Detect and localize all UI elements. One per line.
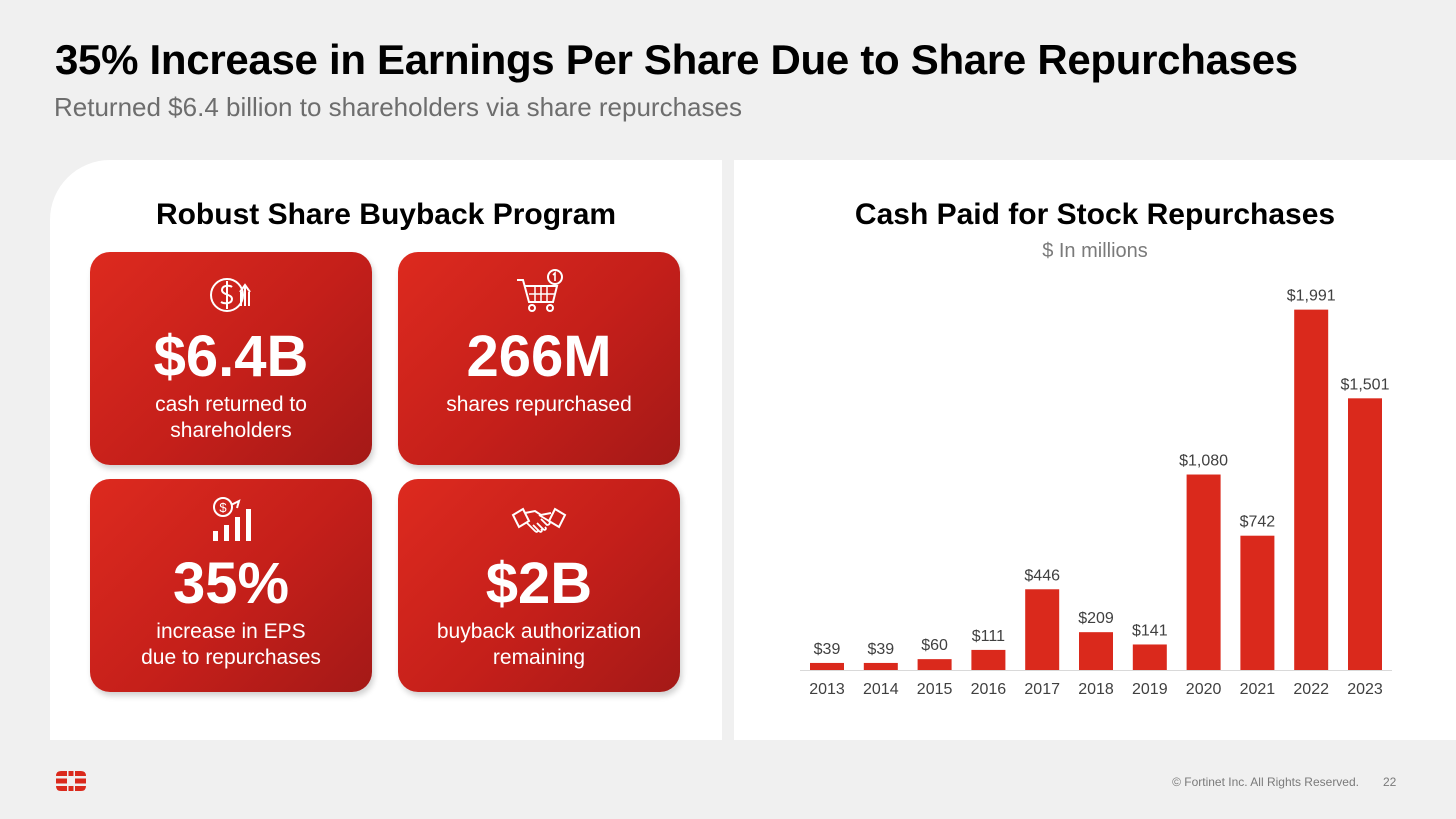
eps-increase-desc-line2: due to repurchases [141, 646, 321, 669]
bar-2013 [810, 662, 844, 670]
repurchases-chart-panel: Cash Paid for Stock Repurchases $ In mil… [734, 160, 1456, 740]
bar-2016 [971, 649, 1006, 670]
bar-2015 [917, 659, 952, 670]
buyback-program-panel: Robust Share Buyback Program $6.4B cash … [50, 160, 722, 740]
data-label-2019: $141 [1132, 622, 1168, 639]
handshake-icon [511, 507, 567, 533]
data-label-2015: $60 [921, 637, 948, 654]
page-number: 22 [1383, 775, 1397, 789]
shopping-cart-icon [517, 269, 563, 312]
bar-2017 [1025, 589, 1060, 670]
slide-subtitle: Returned $6.4 billion to shareholders vi… [54, 92, 742, 122]
shares-repurchased-card: 266M shares repurchased [398, 252, 680, 465]
svg-text:$: $ [219, 500, 227, 515]
x-tick-label-2017: 2017 [1024, 681, 1060, 698]
x-tick-label-2020: 2020 [1186, 681, 1222, 698]
data-label-2017: $446 [1024, 567, 1060, 584]
x-tick-label-2019: 2019 [1132, 681, 1168, 698]
bar-2023 [1348, 398, 1382, 670]
x-tick-label-2021: 2021 [1240, 681, 1276, 698]
growth-chart-icon: $ [213, 497, 251, 541]
chart-subtitle: $ In millions [1042, 240, 1148, 262]
copyright-text: © Fortinet Inc. All Rights Reserved. [1172, 775, 1359, 789]
shares-repurchased-value: 266M [466, 324, 612, 389]
cash-returned-value: $6.4B [153, 324, 309, 389]
data-label-2023: $1,501 [1341, 376, 1390, 393]
fortinet-logo-icon [56, 771, 86, 791]
data-label-2022: $1,991 [1287, 288, 1336, 305]
x-tick-label-2015: 2015 [917, 681, 953, 698]
cash-returned-card: $6.4B cash returned to shareholders [90, 252, 372, 465]
buyback-authorization-desc-line2: remaining [492, 646, 586, 669]
x-tick-label-2022: 2022 [1293, 681, 1329, 698]
buyback-authorization-desc-line1: buyback authorization [436, 620, 642, 643]
dollar-up-icon [210, 278, 251, 312]
eps-increase-card: $ 35% increase in EPS due to repurchases [90, 479, 372, 692]
cash-returned-desc-line2: shareholders [170, 419, 292, 442]
bar-2018 [1079, 632, 1113, 670]
eps-increase-desc: increase in EPS due to repurchases [90, 619, 372, 671]
eps-increase-desc-line1: increase in EPS [156, 620, 306, 643]
x-tick-label-2014: 2014 [863, 681, 899, 698]
shares-repurchased-desc: shares repurchased [398, 392, 680, 418]
bar-2019 [1132, 644, 1167, 670]
buyback-program-heading: Robust Share Buyback Program [155, 198, 617, 231]
data-label-2013: $39 [814, 641, 841, 658]
bar-2014 [863, 662, 898, 670]
x-tick-label-2023: 2023 [1347, 681, 1383, 698]
eps-increase-value: 35% [172, 551, 290, 616]
shares-repurchased-desc-line1: shares repurchased [446, 393, 632, 416]
cash-returned-desc-line1: cash returned to [155, 393, 307, 416]
x-tick-label-2013: 2013 [809, 681, 845, 698]
data-label-2014: $39 [867, 641, 894, 658]
bar-2021 [1240, 535, 1275, 670]
buyback-authorization-card: $2B buyback authorization remaining [398, 479, 680, 692]
data-label-2016: $111 [972, 628, 1005, 645]
buyback-authorization-value: $2B [485, 551, 593, 616]
x-tick-label-2018: 2018 [1078, 681, 1114, 698]
chart-title: Cash Paid for Stock Repurchases [854, 198, 1336, 231]
x-tick-label-2016: 2016 [971, 681, 1007, 698]
bar-2022 [1294, 309, 1329, 670]
slide-title: 35% Increase in Earnings Per Share Due t… [55, 36, 1298, 83]
cash-returned-desc: cash returned to shareholders [90, 392, 372, 444]
data-label-2021: $742 [1240, 514, 1276, 531]
data-label-2018: $209 [1078, 610, 1114, 627]
data-label-2020: $1,080 [1179, 453, 1228, 470]
buyback-authorization-desc: buyback authorization remaining [398, 619, 680, 671]
bar-2020 [1186, 474, 1221, 670]
repurchases-bar-chart: $39 2013 $39 2014 $60 2015 $111 2016 $446 2017 $20… [800, 288, 1392, 698]
